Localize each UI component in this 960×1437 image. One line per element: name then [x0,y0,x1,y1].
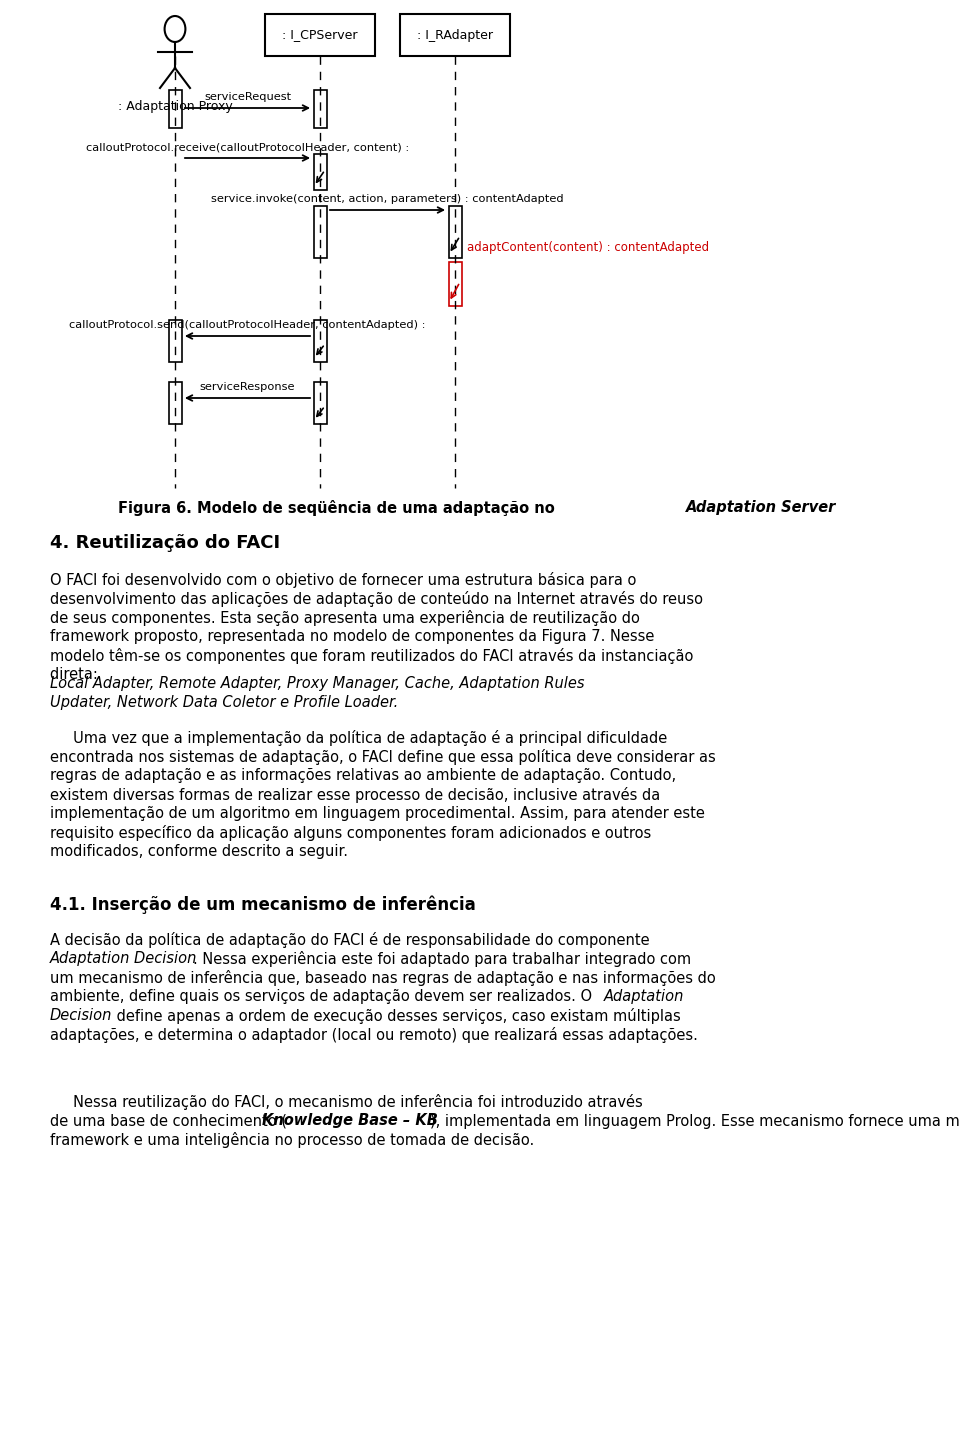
Text: regras de adaptação e as informações relativas ao ambiente de adaptação. Contudo: regras de adaptação e as informações rel… [50,767,676,783]
Text: ), implementada em linguagem Prolog. Esse mecanismo fornece uma maior flexibilid: ), implementada em linguagem Prolog. Ess… [430,1114,960,1129]
Bar [449,262,462,306]
Text: Adaptation: Adaptation [604,989,684,1004]
Bar [314,154,327,190]
Text: modificados, conforme descrito a seguir.: modificados, conforme descrito a seguir. [50,844,348,859]
Bar [314,91,327,128]
Text: adaptContent(content) : contentAdapted: adaptContent(content) : contentAdapted [467,241,709,254]
Bar [169,382,182,424]
Text: Uma vez que a implementação da política de adaptação é a principal dificuldade: Uma vez que a implementação da política … [50,730,667,746]
Text: Decision: Decision [50,1007,112,1023]
Text: . Nessa experiência este foi adaptado para trabalhar integrado com: . Nessa experiência este foi adaptado pa… [193,951,691,967]
Text: Figura 6. Modelo de seqüência de uma adaptação no: Figura 6. Modelo de seqüência de uma ada… [118,500,560,516]
Bar [169,91,182,128]
Text: calloutProtocol.receive(calloutProtocolHeader, content) :: calloutProtocol.receive(calloutProtocolH… [85,142,409,152]
Text: Local Adapter, Remote Adapter, Proxy Manager, Cache, Adaptation Rules: Local Adapter, Remote Adapter, Proxy Man… [50,675,585,691]
Text: ambiente, define quais os serviços de adaptação devem ser realizados. O: ambiente, define quais os serviços de ad… [50,989,597,1004]
Text: modelo têm-se os componentes que foram reutilizados do FACI através da instancia: modelo têm-se os componentes que foram r… [50,648,693,664]
Text: A decisão da política de adaptação do FACI é de responsabilidade do componente: A decisão da política de adaptação do FA… [50,933,650,948]
Text: desenvolvimento das aplicações de adaptação de conteúdo na Internet através do r: desenvolvimento das aplicações de adapta… [50,591,703,606]
Text: Nessa reutilização do FACI, o mecanismo de inferência foi introduzido através: Nessa reutilização do FACI, o mecanismo … [50,1094,643,1109]
Bar [449,205,462,259]
Text: : Adaptation Proxy: : Adaptation Proxy [118,101,232,114]
Text: implementação de um algoritmo em linguagem procedimental. Assim, para atender es: implementação de um algoritmo em linguag… [50,806,705,821]
Bar [314,320,327,362]
Text: um mecanismo de inferência que, baseado nas regras de adaptação e nas informaçõe: um mecanismo de inferência que, baseado … [50,970,716,986]
Text: Updater, Network Data Coletor e Profile Loader.: Updater, Network Data Coletor e Profile … [50,696,398,710]
Text: existem diversas formas de realizar esse processo de decisão, inclusive através : existem diversas formas de realizar esse… [50,787,660,803]
Text: Knowledge Base – KB: Knowledge Base – KB [262,1114,438,1128]
Bar [314,205,327,259]
Text: : I_CPServer: : I_CPServer [282,29,358,42]
Text: O FACI foi desenvolvido com o objetivo de fornecer uma estrutura básica para o: O FACI foi desenvolvido com o objetivo d… [50,572,636,588]
Text: 4. Reutilização do FACI: 4. Reutilização do FACI [50,535,280,552]
Text: framework e uma inteligência no processo de tomada de decisão.: framework e uma inteligência no processo… [50,1132,535,1148]
Text: de uma base de conhecimento (: de uma base de conhecimento ( [50,1114,287,1128]
Text: 4.1. Inserção de um mecanismo de inferência: 4.1. Inserção de um mecanismo de inferên… [50,897,476,914]
Text: serviceResponse: serviceResponse [200,382,296,392]
Text: de seus componentes. Esta seção apresenta uma experiência de reutilização do: de seus componentes. Esta seção apresent… [50,609,640,627]
Text: define apenas a ordem de execução desses serviços, caso existam múltiplas: define apenas a ordem de execução desses… [112,1007,681,1025]
Text: adaptações, e determina o adaptador (local ou remoto) que realizará essas adapta: adaptações, e determina o adaptador (loc… [50,1027,698,1043]
Text: requisito específico da aplicação alguns componentes foram adicionados e outros: requisito específico da aplicação alguns… [50,825,651,841]
Text: encontrada nos sistemas de adaptação, o FACI define que essa política deve consi: encontrada nos sistemas de adaptação, o … [50,749,716,764]
Text: Adaptation Decision: Adaptation Decision [50,951,198,966]
Bar [314,382,327,424]
Text: direta:: direta: [50,667,103,683]
Text: serviceRequest: serviceRequest [204,92,291,102]
Text: : I_RAdapter: : I_RAdapter [417,29,493,42]
Text: Adaptation Server: Adaptation Server [686,500,836,514]
Bar [265,14,375,56]
Bar [400,14,510,56]
Text: service.invoke(content, action, parameters) : contentAdapted: service.invoke(content, action, paramete… [211,194,564,204]
Text: calloutProtocol.send(calloutProtocolHeader, contentAdapted) :: calloutProtocol.send(calloutProtocolHead… [69,320,425,331]
Text: framework proposto, representada no modelo de componentes da Figura 7. Nesse: framework proposto, representada no mode… [50,629,655,644]
Ellipse shape [164,16,185,42]
Bar [169,320,182,362]
